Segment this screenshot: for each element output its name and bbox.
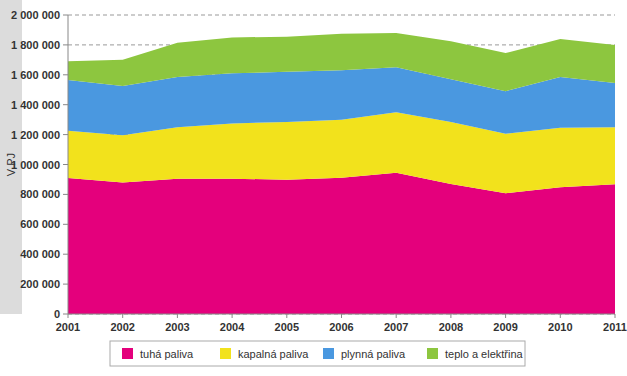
y-tick — [63, 104, 68, 105]
y-tick-label: 1 400 000 — [11, 99, 60, 111]
y-tick — [63, 15, 68, 16]
x-tick-label: 2001 — [56, 321, 80, 333]
areas — [68, 33, 615, 314]
area — [68, 173, 615, 314]
legend-swatch — [220, 348, 231, 359]
y-tick-label: 1 600 000 — [11, 69, 60, 81]
grid-line — [68, 15, 615, 16]
y-tick-label: 400 000 — [20, 248, 60, 260]
y-axis — [68, 15, 69, 314]
y-tick-label: 1 000 000 — [11, 159, 60, 171]
y-tick — [63, 44, 68, 45]
x-tick — [232, 314, 233, 318]
x-tick — [560, 314, 561, 318]
legend-label: kapalná paliva — [238, 348, 309, 360]
x-tick — [615, 314, 616, 318]
y-tick — [63, 164, 68, 165]
x-tick — [341, 314, 342, 318]
legend-label: tuhá paliva — [140, 348, 194, 360]
y-tick — [63, 284, 68, 285]
x-tick-label: 2003 — [165, 321, 189, 333]
legend-swatch — [323, 348, 334, 359]
x-tick — [122, 314, 123, 318]
y-tick-label: 1 800 000 — [11, 39, 60, 51]
y-tick-label: 1 200 000 — [11, 129, 60, 141]
y-tick — [63, 254, 68, 255]
y-tick-label: 200 000 — [20, 278, 60, 290]
y-tick — [63, 314, 68, 315]
legend-swatch — [427, 348, 438, 359]
legend: tuhá paliva kapalná paliva plynná paliva te… — [110, 341, 525, 366]
x-tick-label: 2010 — [548, 321, 572, 333]
x-tick — [505, 314, 506, 318]
x-tick — [177, 314, 178, 318]
x-tick-label: 2007 — [384, 321, 408, 333]
y-tick — [63, 194, 68, 195]
legend-label: plynná paliva — [341, 348, 406, 360]
x-tick — [286, 314, 287, 318]
x-tick-label: 2005 — [275, 321, 299, 333]
x-tick-label: 2011 — [603, 321, 627, 333]
x-tick-label: 2004 — [220, 321, 245, 333]
x-tick-label: 2002 — [110, 321, 134, 333]
legend-label: teplo a elektřina — [445, 348, 524, 360]
x-tick — [396, 314, 397, 318]
y-tick-label: 2 000 000 — [11, 9, 60, 21]
x-tick-label: 2009 — [493, 321, 517, 333]
legend-box — [110, 341, 525, 366]
chart: V PJ0200 000400 000600 000800 0001 000 0… — [0, 0, 627, 376]
y-tick — [63, 134, 68, 135]
x-tick-label: 2006 — [329, 321, 353, 333]
y-tick — [63, 224, 68, 225]
area — [68, 33, 615, 91]
legend-swatch — [122, 348, 133, 359]
x-tick — [450, 314, 451, 318]
y-tick-label: 800 000 — [20, 188, 60, 200]
y-tick-label: 600 000 — [20, 218, 60, 230]
x-tick — [68, 314, 69, 318]
x-tick-label: 2008 — [439, 321, 463, 333]
y-tick — [63, 74, 68, 75]
y-tick-label: 0 — [54, 308, 60, 320]
